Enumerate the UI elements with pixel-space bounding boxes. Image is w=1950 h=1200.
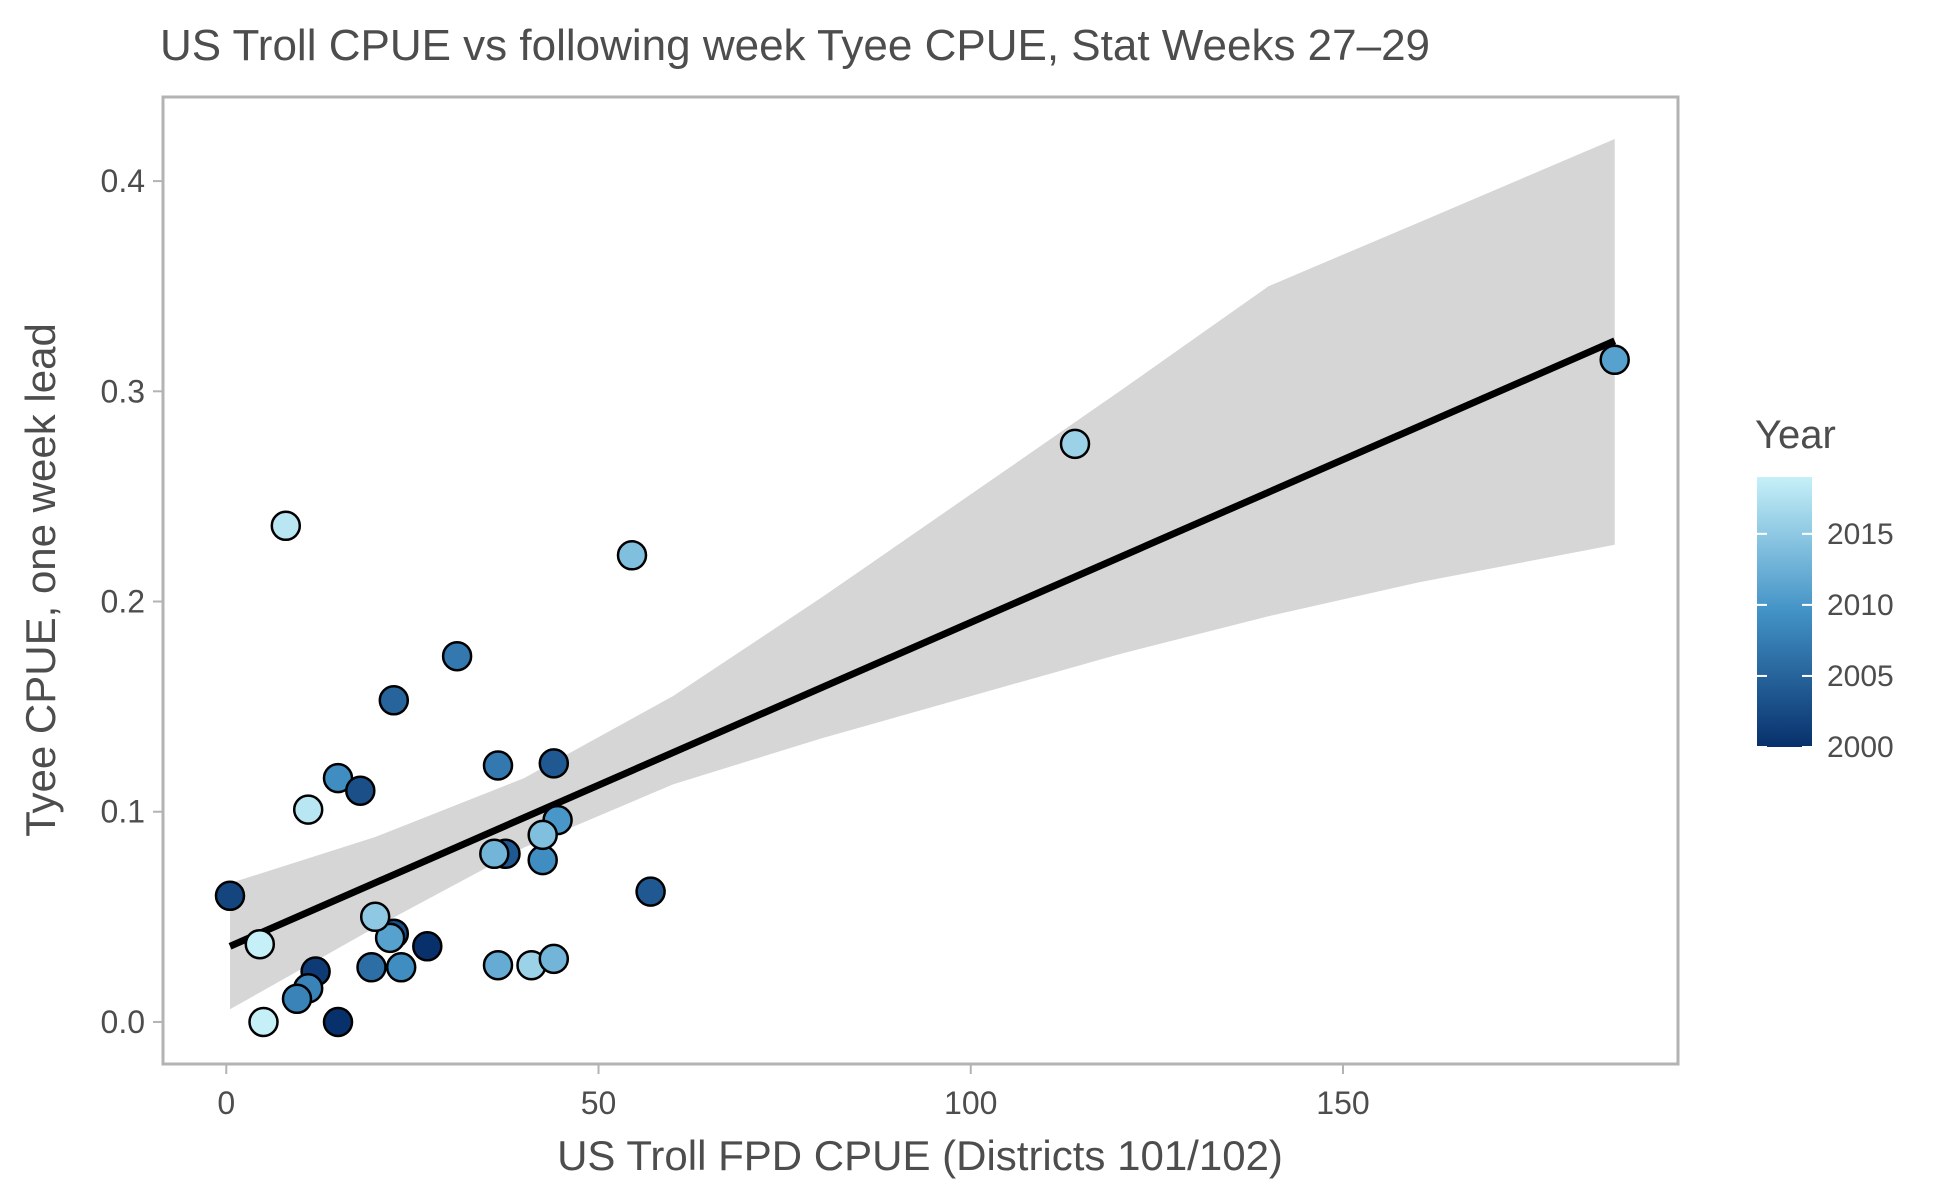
colorbar-ticks: 2000 2005 2010 2015 xyxy=(1757,518,1894,764)
x-tick-label: 150 xyxy=(1316,1085,1369,1121)
y-tick-label: 0.3 xyxy=(101,373,145,409)
data-point xyxy=(527,819,558,851)
data-point xyxy=(359,901,391,933)
colorbar-tick-label: 2000 xyxy=(1827,731,1894,764)
y-axis-title: Tyee CPUE, one week lead xyxy=(17,323,64,837)
x-tick-label: 0 xyxy=(217,1085,235,1121)
data-point xyxy=(412,931,443,962)
colorbar-tick-label: 2015 xyxy=(1827,518,1894,551)
colorbar-tick-label: 2010 xyxy=(1827,589,1894,622)
x-axis: 0 50 100 150 xyxy=(217,1064,1370,1121)
regression-line xyxy=(228,337,1617,950)
data-point xyxy=(1059,428,1091,460)
data-point xyxy=(322,1006,354,1038)
legend-title: Year xyxy=(1755,413,1836,457)
data-point xyxy=(441,640,473,672)
colorbar-tick-label: 2005 xyxy=(1827,660,1894,693)
data-point xyxy=(248,1006,279,1038)
data-point xyxy=(538,943,570,975)
data-point xyxy=(385,952,417,983)
legend: Year 2000 2005 2010 2015 xyxy=(1755,413,1894,764)
y-tick-label: 0.4 xyxy=(101,163,145,199)
y-axis: 0.0 0.1 0.2 0.3 0.4 xyxy=(101,163,163,1040)
data-point xyxy=(616,540,648,571)
x-tick-label: 50 xyxy=(581,1085,617,1121)
data-point xyxy=(281,983,313,1015)
plot-area xyxy=(214,139,1630,1038)
data-point xyxy=(482,750,514,781)
y-tick-label: 0.1 xyxy=(101,794,145,830)
data-point xyxy=(244,928,276,960)
data-point xyxy=(270,510,302,542)
data-point xyxy=(1599,344,1630,376)
y-tick-label: 0.0 xyxy=(101,1004,145,1040)
data-point xyxy=(635,876,666,907)
data-point xyxy=(527,844,558,876)
data-point xyxy=(292,794,324,825)
x-tick-label: 100 xyxy=(944,1085,997,1121)
data-point xyxy=(538,748,570,779)
colorbar xyxy=(1757,477,1812,747)
data-point xyxy=(479,838,510,870)
data-point xyxy=(214,880,246,912)
data-point xyxy=(345,775,376,806)
x-axis-title: US Troll FPD CPUE (Districts 101/102) xyxy=(557,1132,1283,1179)
chart-title: US Troll CPUE vs following week Tyee CPU… xyxy=(160,21,1430,70)
data-point xyxy=(374,922,406,954)
panel-border xyxy=(161,95,1680,1066)
data-point xyxy=(482,949,514,981)
y-tick-label: 0.2 xyxy=(101,584,145,620)
confidence-band xyxy=(230,139,1615,1010)
data-point xyxy=(378,685,410,716)
data-point xyxy=(356,952,387,983)
